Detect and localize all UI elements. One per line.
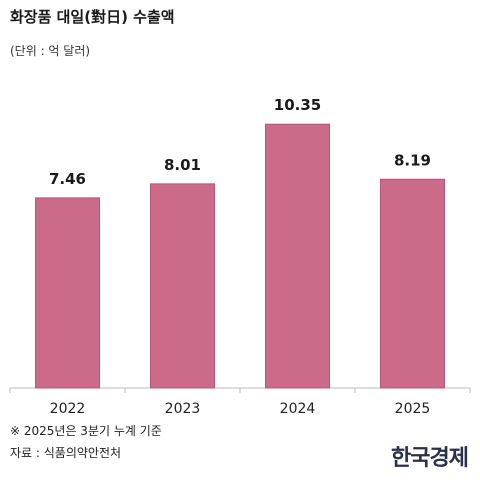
bar-2024 [265, 123, 330, 389]
hankyung-logo: 한국경제 [391, 445, 469, 471]
footnote: ※ 2025년은 3분기 누계 기준 [10, 424, 162, 438]
bar-2025 [380, 178, 445, 389]
unit-label: (단위 : 억 달러) [10, 44, 91, 58]
x-tick-label-2025: 2025 [395, 401, 431, 417]
bar-2022 [35, 197, 100, 389]
source-note: 자료 : 식품의약안전처 [10, 446, 122, 460]
x-tick-label-2023: 2023 [165, 401, 201, 417]
x-tick-label-2024: 2024 [280, 401, 316, 417]
x-tick-label-2022: 2022 [50, 401, 86, 417]
value-label-2023: 8.01 [164, 156, 201, 174]
value-label-2025: 8.19 [394, 151, 431, 169]
value-label-2024: 10.35 [274, 96, 321, 114]
bar-2023 [150, 183, 215, 389]
value-label-2022: 7.46 [49, 170, 86, 188]
chart-title: 화장품 대일(對日) 수출액 [10, 8, 175, 26]
